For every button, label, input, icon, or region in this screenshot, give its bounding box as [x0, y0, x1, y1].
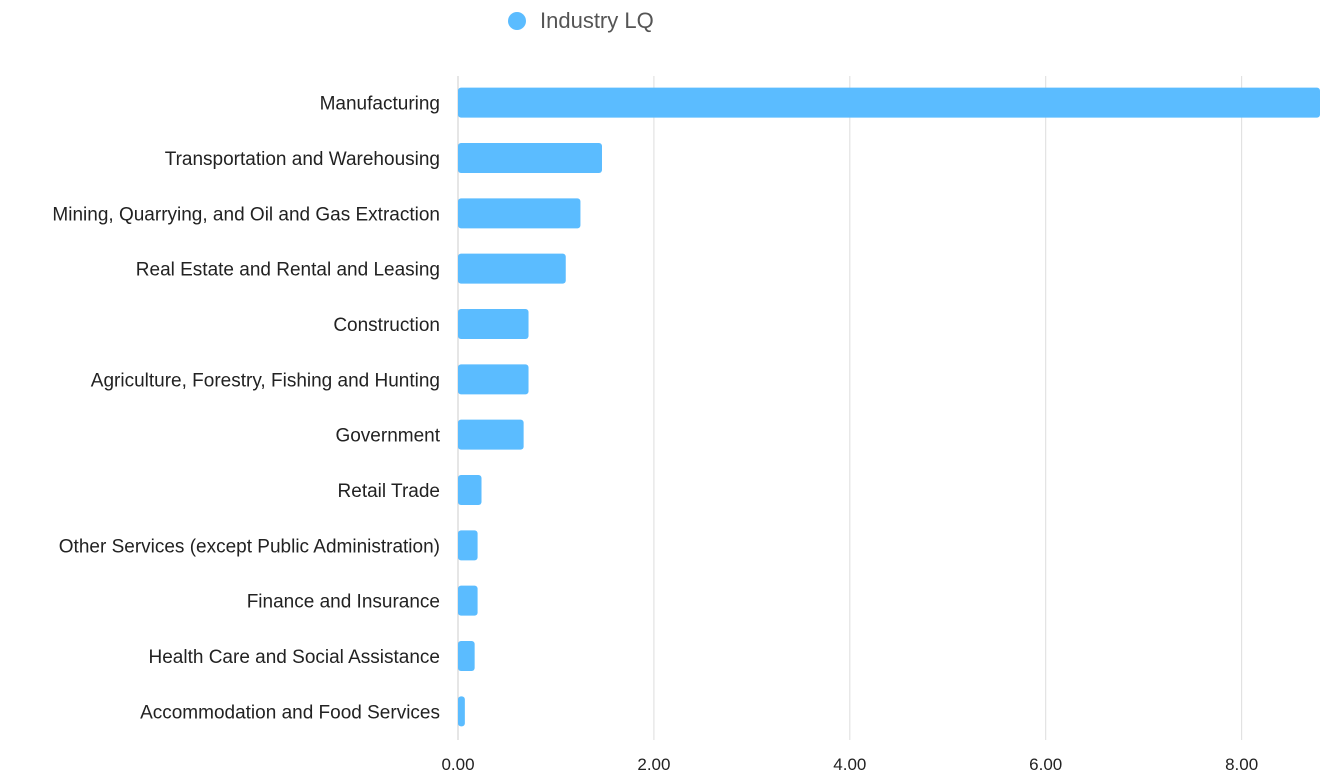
bar	[458, 585, 478, 616]
category-label: Agriculture, Forestry, Fishing and Hunti…	[91, 370, 440, 391]
bar	[458, 641, 475, 671]
bar	[458, 364, 529, 395]
category-label: Construction	[333, 315, 440, 336]
legend-label: Industry LQ	[540, 8, 654, 33]
category-label: Retail Trade	[338, 481, 440, 502]
category-label: Transportation and Warehousing	[165, 149, 440, 170]
category-label: Real Estate and Rental and Leasing	[136, 260, 440, 281]
category-label: Manufacturing	[320, 94, 440, 115]
bar	[458, 143, 602, 173]
x-tick-label: 6.00	[1029, 755, 1062, 774]
bar	[458, 419, 524, 450]
x-tick-label: 0.00	[441, 755, 474, 774]
bar	[458, 530, 478, 561]
category-label: Other Services (except Public Administra…	[59, 536, 440, 557]
bar	[458, 87, 1320, 118]
chart-legend: Industry LQ	[508, 8, 654, 34]
x-tick-label: 4.00	[833, 755, 866, 774]
bar	[458, 198, 581, 229]
category-label: Finance and Insurance	[247, 592, 440, 613]
x-tick-label: 2.00	[637, 755, 670, 774]
category-label: Health Care and Social Assistance	[149, 647, 441, 668]
legend-marker	[508, 12, 526, 30]
bar	[458, 253, 566, 284]
x-tick-label: 8.00	[1225, 755, 1258, 774]
bar	[458, 309, 529, 339]
bar	[458, 475, 482, 505]
category-label: Mining, Quarrying, and Oil and Gas Extra…	[52, 204, 440, 225]
category-label: Government	[335, 426, 440, 447]
bar	[458, 696, 465, 727]
category-label: Accommodation and Food Services	[140, 702, 440, 723]
